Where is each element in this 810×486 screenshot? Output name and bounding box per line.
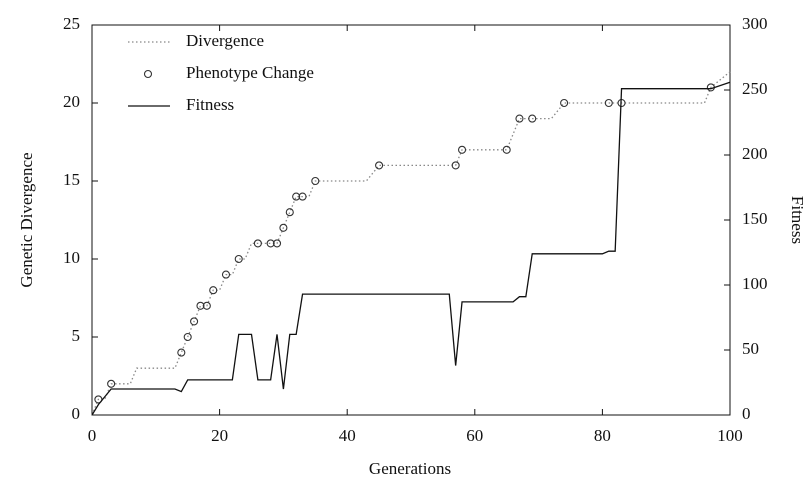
phenotype-marker [190, 317, 199, 326]
x-tick-label: 60 [466, 426, 483, 445]
x-tick-label: 20 [211, 426, 228, 445]
phenotype-marker [457, 145, 467, 154]
y-tick-label: 25 [63, 14, 80, 33]
series-line [91, 71, 731, 416]
x-tick-label: 0 [88, 426, 97, 445]
series-line [91, 81, 731, 416]
x-tick-label: 100 [717, 426, 743, 445]
phenotype-marker [375, 161, 384, 170]
phenotype-marker [560, 98, 569, 108]
phenotype-marker [292, 192, 301, 201]
plot-frame [91, 24, 731, 416]
phenotype-marker [502, 145, 511, 154]
y2-axis-label: Fitness [788, 196, 807, 244]
y-tick-label: 10 [63, 248, 80, 267]
phenotype-marker [285, 208, 294, 217]
legend-label: Divergence [186, 31, 264, 50]
x-tick-label: 80 [594, 426, 611, 445]
phenotype-marker [202, 301, 211, 310]
y-tick-label: 15 [63, 170, 80, 189]
phenotype-marker [107, 379, 116, 388]
phenotype-marker [515, 114, 524, 123]
y2-tick-label: 150 [742, 209, 768, 228]
phenotype-marker [183, 332, 192, 342]
phenotype-marker [209, 286, 218, 295]
y2-tick-label: 200 [742, 144, 768, 163]
phenotype-marker [253, 239, 262, 248]
y2-tick-label: 300 [742, 14, 768, 33]
phenotype-marker [528, 114, 537, 123]
phenotype-marker [266, 239, 275, 248]
phenotype-marker [279, 223, 288, 232]
y-tick-label: 5 [72, 326, 81, 345]
phenotype-marker [311, 176, 320, 186]
y-tick-label: 0 [72, 404, 81, 423]
legend-label: Fitness [186, 95, 234, 114]
phenotype-marker [451, 161, 460, 170]
y2-tick-label: 50 [742, 339, 759, 358]
phenotype-marker [272, 239, 282, 248]
x-tick-label: 40 [339, 426, 356, 445]
y2-tick-label: 100 [742, 274, 768, 293]
phenotype-marker [298, 192, 307, 201]
y-tick-label: 20 [63, 92, 80, 111]
y-axis-label: Genetic Divergence [17, 152, 36, 287]
phenotype-marker [221, 270, 231, 279]
phenotype-marker [196, 301, 205, 310]
phenotype-marker [177, 348, 186, 357]
legend-marker [143, 69, 153, 79]
x-axis-label: Generations [369, 459, 451, 478]
phenotype-marker [604, 98, 613, 108]
y2-tick-label: 250 [742, 79, 768, 98]
legend-label: Phenotype Change [186, 63, 314, 82]
y2-tick-label: 0 [742, 404, 751, 423]
phenotype-marker [234, 254, 243, 264]
